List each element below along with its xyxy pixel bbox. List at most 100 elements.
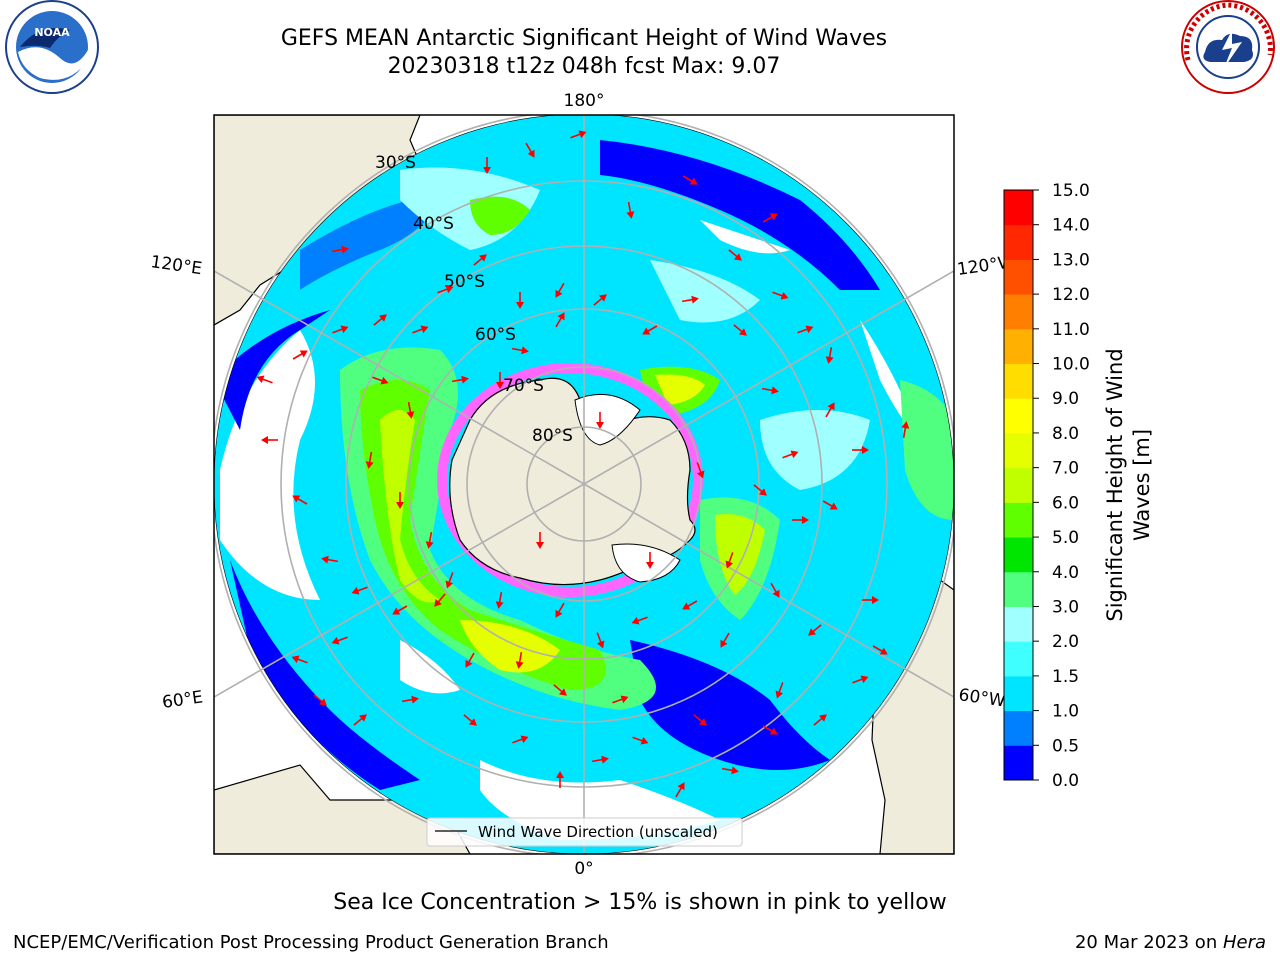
- colorbar-tick-label: 0.0: [1052, 771, 1079, 791]
- wind-wave-arrow: [353, 714, 367, 726]
- lon-label-120e: 120°E: [149, 252, 203, 279]
- colorbar-segment: [1004, 328, 1033, 365]
- chart-title: GEFS MEAN Antarctic Significant Height o…: [280, 26, 888, 51]
- wind-wave-arrow: [451, 375, 469, 384]
- colorbar-segment: [1004, 398, 1033, 434]
- wind-wave-arrow: [872, 645, 888, 655]
- colorbar-tick-label: 6.0: [1052, 493, 1079, 513]
- colorbar-segment: [1004, 467, 1033, 503]
- wind-wave-arrow: [261, 436, 278, 444]
- wind-wave-arrow: [591, 755, 609, 764]
- colorbar-segment: [1004, 745, 1033, 781]
- wind-wave-arrow: [511, 346, 529, 355]
- wind-wave-arrow: [536, 532, 544, 549]
- chart-subtitle: 20230318 t12z 048h fcst Max: 9.07: [387, 54, 781, 79]
- wind-wave-arrow: [396, 492, 404, 509]
- wind-wave-arrow: [725, 552, 734, 569]
- wind-wave-arrow: [696, 462, 705, 479]
- wind-wave-arrow: [465, 652, 475, 668]
- wind-wave-arrow: [775, 682, 784, 699]
- colorbar: 0.0 0.5 1.0 1.5 2.0 3.0 4.0 5.0 6.0 7.0 8.0 9.0 10.0…: [1003, 181, 1090, 791]
- colorbar-tick-label: 0.5: [1052, 736, 1079, 756]
- lat-label-60s: 60°S: [475, 325, 516, 345]
- wind-wave-arrow: [782, 450, 799, 459]
- lon-label-60e: 60°E: [161, 687, 204, 712]
- colorbar-title-line1: Significant Height of Wind: [1103, 348, 1127, 621]
- wind-wave-arrow: [596, 632, 605, 649]
- wind-wave-arrows: [256, 130, 910, 798]
- wind-wave-arrow: [553, 684, 567, 696]
- lat-label-50s: 50°S: [444, 272, 485, 292]
- wind-wave-arrow: [292, 350, 308, 360]
- wind-wave-arrow: [525, 142, 535, 158]
- map-frame: [213, 114, 955, 855]
- wind-wave-arrow: [693, 714, 707, 726]
- colorbar-tick-label: 2.0: [1052, 632, 1079, 652]
- wind-wave-arrow: [862, 596, 879, 604]
- wind-wave-arrow: [256, 375, 273, 384]
- colorbar-segment: [1004, 710, 1033, 746]
- wind-wave-arrow: [512, 735, 529, 744]
- wind-wave-arrow: [473, 254, 487, 266]
- colorbar-segment: [1004, 432, 1033, 469]
- colorbar-segment: [1004, 641, 1033, 677]
- wind-wave-arrow: [406, 401, 415, 419]
- wind-wave-arrow: [808, 624, 822, 636]
- wind-wave-arrow: [570, 130, 587, 139]
- colorbar-frame: [1003, 189, 1034, 781]
- colorbar-tick-label: 8.0: [1052, 424, 1079, 444]
- wind-wave-arrow: [852, 675, 869, 684]
- wind-wave-arrow: [437, 285, 454, 294]
- colorbar-tick-label: 10.0: [1052, 355, 1090, 375]
- wind-wave-arrow: [445, 572, 454, 589]
- caption: Sea Ice Concentration > 15% is shown in …: [333, 890, 947, 915]
- footer-host: Hera: [1222, 932, 1266, 953]
- colorbar-tick-label: 12.0: [1052, 285, 1090, 305]
- wind-wave-arrow: [728, 249, 742, 261]
- lon-label-180: 180°: [564, 91, 605, 111]
- lat-label-40s: 40°S: [413, 214, 454, 234]
- wind-wave-arrow: [632, 736, 649, 745]
- colorbar-segment: [1004, 571, 1033, 607]
- wind-wave-arrow: [331, 245, 349, 254]
- colorbar-segment: [1004, 294, 1033, 330]
- wind-wave-arrow: [313, 694, 327, 706]
- noaa-logo: NOAA: [5, 0, 99, 94]
- lat-label-80s: 80°S: [532, 426, 573, 446]
- wind-wave-arrow: [555, 282, 565, 298]
- colorbar-tick-label: 4.0: [1052, 563, 1079, 583]
- wind-wave-arrow: [332, 325, 349, 334]
- colorbar-tick-label: 1.5: [1052, 667, 1079, 687]
- wind-wave-arrow: [762, 213, 778, 223]
- wind-wave-arrow: [642, 325, 658, 335]
- wind-wave-arrow: [321, 555, 339, 564]
- wind-wave-arrow: [292, 495, 308, 505]
- wind-wave-arrow: [825, 346, 834, 364]
- colorbar-segment: [1004, 190, 1033, 226]
- wind-wave-arrow: [463, 714, 477, 726]
- wind-wave-arrow: [412, 325, 429, 334]
- wind-wave-arrow: [720, 632, 730, 648]
- wind-wave-arrow: [626, 201, 635, 219]
- wind-wave-arrow: [392, 605, 408, 615]
- wind-wave-arrow: [515, 651, 524, 669]
- colorbar-segment: [1004, 675, 1033, 712]
- wind-wave-arrow: [593, 294, 607, 306]
- wind-wave-arrow: [901, 421, 910, 439]
- noaa-logo-text: NOAA: [34, 26, 70, 39]
- wind-wave-arrow: [365, 451, 374, 469]
- wind-wave-arrow: [675, 782, 685, 798]
- wind-wave-arrow: [792, 516, 809, 524]
- wind-wave-arrow: [646, 552, 654, 569]
- colorbar-segment: [1004, 502, 1033, 538]
- wind-wave-arrow: [555, 602, 565, 618]
- wind-wave-arrow: [753, 484, 767, 496]
- map-area: 30°S 40°S 50°S 60°S 70°S 80°S Wind Wave …: [214, 115, 954, 854]
- lon-label-60w: 60°W: [957, 685, 1006, 711]
- footer-date: 20 Mar 2023 on Hera: [1075, 932, 1266, 953]
- wind-wave-arrow: [425, 531, 434, 549]
- colorbar-tick-label: 5.0: [1052, 528, 1079, 548]
- colorbar-tick-label: 15.0: [1052, 181, 1090, 201]
- wind-wave-arrow: [762, 725, 778, 735]
